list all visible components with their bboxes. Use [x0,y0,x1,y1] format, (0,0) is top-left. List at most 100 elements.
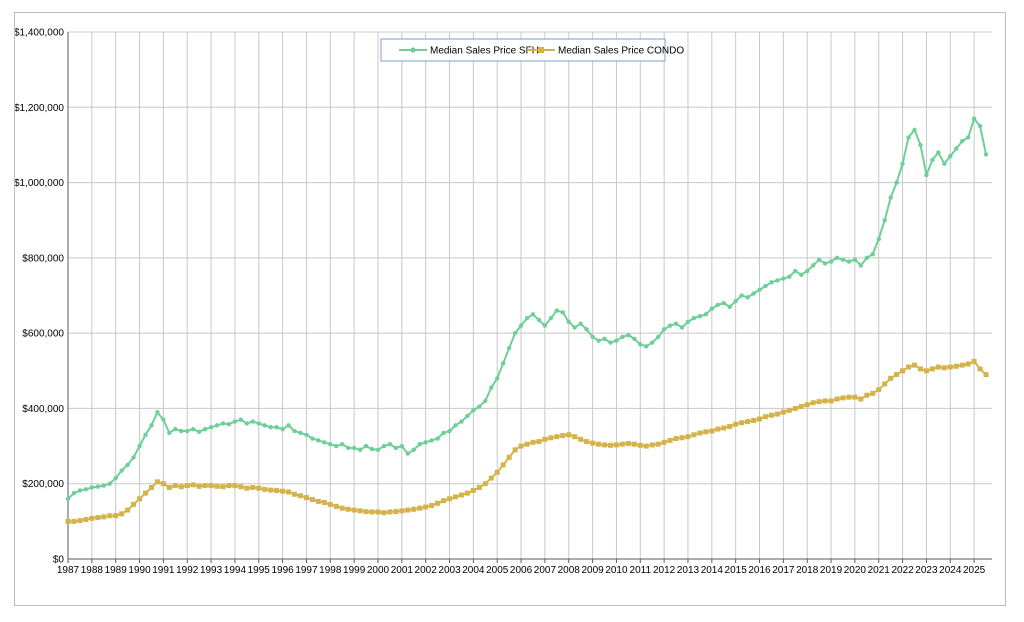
data-point [655,441,661,447]
x-tick-label: 2017 [772,565,795,576]
data-point [542,323,548,328]
data-point [661,439,667,445]
data-point [214,483,220,489]
data-point [178,484,184,490]
data-point [858,396,864,402]
data-point [787,274,792,279]
data-point [906,135,911,140]
data-point [858,263,864,268]
data-point [518,443,524,449]
data-point [644,344,649,349]
y-tick-label: $800,000 [22,253,64,264]
data-point [965,361,971,367]
data-point [375,509,381,515]
data-point [613,442,619,448]
x-tick-label: 1996 [271,565,294,576]
data-point [268,487,274,493]
data-point [71,490,77,496]
data-point [65,518,71,524]
data-point [685,319,691,325]
data-point [399,443,405,449]
data-point [626,332,631,338]
x-tick-label: 2003 [438,565,461,576]
data-point [560,433,566,439]
data-point [328,441,333,447]
data-point [512,330,518,336]
data-point [101,514,107,520]
data-point [828,259,834,264]
data-point [512,447,518,453]
data-point [870,390,876,396]
data-point [763,283,768,289]
data-point [614,338,619,343]
x-tick-label: 2010 [605,565,628,576]
data-point [340,441,345,447]
data-point [309,497,315,503]
data-point [304,432,309,437]
x-tick-label: 1995 [248,565,271,576]
y-tick-label: $200,000 [22,479,64,490]
data-point [429,438,434,443]
data-point [536,317,542,323]
data-point [495,376,500,381]
data-point [142,490,148,496]
data-point [262,423,267,428]
data-point [262,486,268,492]
data-point [703,429,709,435]
data-point [238,417,244,422]
data-point [643,443,649,449]
data-point [453,423,458,428]
data-point [655,334,661,340]
data-point [560,310,565,315]
data-point [799,272,804,277]
x-tick-label: 2005 [486,565,509,576]
data-point [834,396,840,402]
data-point [441,430,446,436]
data-point [709,428,715,434]
data-point [852,257,858,262]
data-point [596,338,601,343]
data-point [572,325,577,330]
y-tick-label: $400,000 [22,404,64,415]
data-point [673,436,679,442]
data-point [721,300,726,306]
data-point [190,426,196,432]
x-tick-label: 2008 [558,565,581,576]
data-point [923,368,929,374]
data-point [691,315,697,321]
data-point [590,440,596,446]
data-point [840,257,846,262]
x-tick-label: 2022 [891,565,914,576]
data-point [208,483,214,489]
data-point [83,516,89,522]
data-point [900,161,905,166]
data-point [500,361,506,366]
data-point [476,484,482,490]
data-point [775,278,780,283]
legend-box [380,38,666,62]
data-point [477,404,482,409]
data-point [751,291,756,296]
data-point [971,358,977,364]
data-point [65,496,71,501]
data-point [524,315,530,321]
data-point [679,325,685,330]
data-point [619,441,625,447]
data-point [429,503,435,509]
data-point [286,423,291,428]
data-point [667,437,673,443]
data-point [220,484,226,490]
data-point [542,436,548,442]
data-point [929,366,935,372]
data-point [786,407,792,413]
data-point [822,261,828,266]
x-tick-label: 1998 [319,565,342,576]
data-point [489,385,494,390]
data-point [941,365,947,371]
x-tick-label: 2009 [581,565,604,576]
data-point [506,454,512,460]
data-point [441,498,447,504]
data-point [393,509,399,515]
data-point [202,483,208,489]
data-point [435,436,440,441]
